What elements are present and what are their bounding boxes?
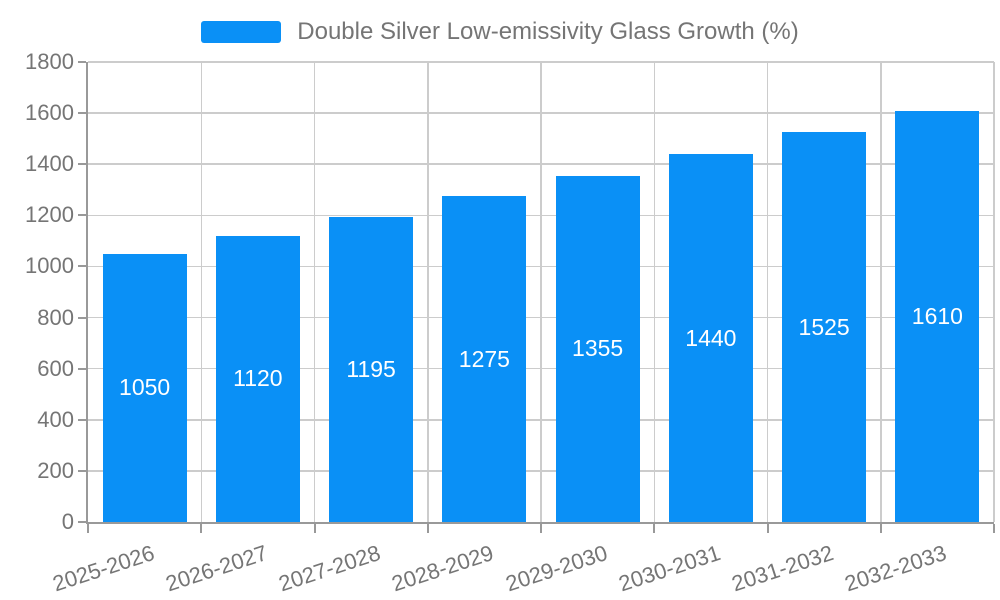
y-axis-tick-label: 1400 <box>25 151 74 177</box>
bar-value-label: 1525 <box>798 313 850 340</box>
x-axis-tick-mark <box>540 524 542 533</box>
y-axis-tick-label: 1800 <box>25 49 74 74</box>
y-axis-tick-mark <box>78 418 86 421</box>
grid-line-vertical <box>427 62 429 522</box>
bar-value-label: 1610 <box>911 302 963 329</box>
y-axis-tick-mark <box>78 265 86 268</box>
x-axis-tick-mark <box>200 524 203 533</box>
bar[interactable]: 1355 <box>555 175 640 522</box>
grid-line-vertical <box>200 62 202 522</box>
legend-label: Double Silver Low-emissivity Glass Growt… <box>297 18 799 45</box>
plot-area: 1050 1120 1195 1275 1355 1440 1525 1610 <box>88 61 995 522</box>
x-axis-tick-mark <box>87 524 89 533</box>
bar-value-label: 1120 <box>233 365 283 392</box>
y-axis-tick-mark <box>78 112 86 115</box>
y-axis-tick-mark <box>78 214 86 217</box>
y-axis-tick-mark <box>78 61 86 63</box>
y-axis-tick-mark <box>78 316 86 319</box>
y-axis-tick-label: 800 <box>37 304 74 330</box>
bar-value-label: 1195 <box>346 355 396 382</box>
bar[interactable]: 1610 <box>895 110 980 522</box>
x-axis-line <box>86 522 994 524</box>
y-axis-tick-label: 0 <box>61 509 74 534</box>
grid-line-vertical <box>540 62 542 522</box>
x-axis-tick-mark <box>993 524 995 533</box>
y-axis-tick-mark <box>78 163 86 166</box>
x-axis-tick-mark <box>313 524 316 533</box>
legend-item[interactable]: Double Silver Low-emissivity Glass Growt… <box>0 18 1000 46</box>
bar[interactable]: 1120 <box>215 235 300 522</box>
y-axis-tick-label: 200 <box>37 457 74 483</box>
y-axis-tick-label: 1200 <box>25 202 74 228</box>
y-axis-tick-label: 600 <box>37 355 74 381</box>
bar-value-label: 1050 <box>119 374 171 401</box>
y-axis-tick-mark <box>78 469 86 472</box>
bar-value-label: 1355 <box>572 335 624 362</box>
bar[interactable]: 1195 <box>329 216 414 522</box>
grid-line-vertical <box>313 62 316 522</box>
y-axis-tick-label: 400 <box>37 406 74 432</box>
bar-value-label: 1440 <box>685 324 737 351</box>
x-axis-tick-mark <box>766 524 769 533</box>
y-axis-tick-label: 1600 <box>25 100 74 126</box>
x-axis-tick-mark <box>879 524 882 533</box>
grid-line-vertical <box>653 62 655 522</box>
x-axis-tick-mark <box>426 524 429 533</box>
bar[interactable]: 1275 <box>442 196 527 522</box>
y-axis-tick-mark <box>78 521 86 523</box>
grid-line-vertical <box>766 62 769 522</box>
bar[interactable]: 1440 <box>668 154 753 522</box>
grid-line-vertical <box>880 62 882 522</box>
grid-line-vertical <box>993 62 995 522</box>
y-axis-tick-mark <box>78 367 86 370</box>
y-axis-tick-label: 1000 <box>25 253 74 279</box>
bar[interactable]: 1525 <box>782 132 867 522</box>
legend-swatch-icon <box>201 21 282 43</box>
y-axis-line <box>86 62 88 524</box>
x-axis-tick-mark <box>653 524 656 533</box>
bar-value-label: 1275 <box>458 345 510 372</box>
bar[interactable]: 1050 <box>102 253 187 522</box>
